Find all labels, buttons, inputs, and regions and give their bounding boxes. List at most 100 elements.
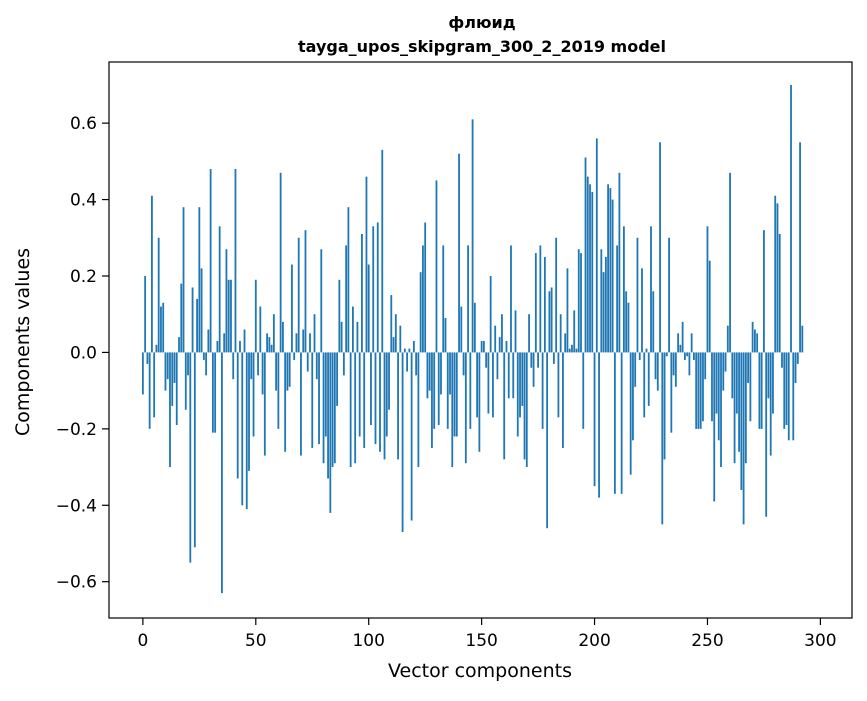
bar xyxy=(634,352,637,387)
bar xyxy=(632,352,634,441)
bar xyxy=(525,352,528,468)
bar xyxy=(284,352,287,452)
bar xyxy=(679,344,682,353)
bar xyxy=(333,352,336,464)
bar xyxy=(272,314,275,353)
bar xyxy=(424,222,427,353)
bar xyxy=(361,233,363,353)
bar xyxy=(753,329,756,353)
bar xyxy=(399,325,402,353)
bar xyxy=(455,352,458,437)
bar xyxy=(352,306,354,353)
bar xyxy=(394,314,397,353)
bar xyxy=(189,352,192,563)
bar xyxy=(230,279,232,353)
bar xyxy=(480,340,483,353)
bar xyxy=(555,237,558,353)
bar xyxy=(363,352,366,448)
bar xyxy=(767,352,770,399)
bar xyxy=(794,352,797,383)
y-tick-label: 0.2 xyxy=(70,267,97,287)
bar xyxy=(584,157,587,353)
bar xyxy=(489,275,492,353)
bar xyxy=(193,352,196,548)
bar xyxy=(738,352,740,452)
bar xyxy=(726,325,729,353)
bar xyxy=(157,237,160,353)
bar xyxy=(417,352,420,468)
bar xyxy=(600,249,603,353)
bar xyxy=(173,352,176,383)
bar-series xyxy=(141,84,804,594)
bar xyxy=(498,337,501,353)
bar xyxy=(715,352,718,414)
bar xyxy=(507,352,510,399)
bar xyxy=(521,352,524,406)
bar xyxy=(153,352,156,418)
bar xyxy=(476,352,479,418)
x-tick-label: 100 xyxy=(352,631,384,651)
bar xyxy=(440,352,442,395)
bar xyxy=(211,352,214,433)
bar xyxy=(656,352,659,391)
bar xyxy=(202,352,205,361)
bar xyxy=(196,298,198,353)
bar xyxy=(178,337,180,353)
bar xyxy=(141,352,144,395)
bar xyxy=(785,352,788,426)
bar xyxy=(733,352,736,464)
y-tick-label: 0.0 xyxy=(70,343,97,363)
bar xyxy=(358,352,361,437)
bar xyxy=(291,264,293,353)
bar xyxy=(313,314,316,353)
bar xyxy=(532,352,535,387)
bar xyxy=(749,352,752,422)
bar xyxy=(693,352,695,361)
bar xyxy=(428,352,431,391)
bar xyxy=(252,352,255,437)
bar xyxy=(492,352,494,418)
x-tick-label: 50 xyxy=(245,631,267,651)
bar xyxy=(611,199,614,353)
x-tick-label: 300 xyxy=(804,631,836,651)
bar xyxy=(309,333,311,353)
x-tick-label: 150 xyxy=(465,631,497,651)
bar xyxy=(505,340,508,353)
bar xyxy=(370,352,372,426)
bar xyxy=(566,268,569,353)
bar xyxy=(207,329,210,353)
bar xyxy=(392,337,395,353)
bar xyxy=(241,352,244,506)
bar xyxy=(751,321,754,353)
bar xyxy=(790,84,792,353)
bar xyxy=(654,352,657,380)
bar xyxy=(376,222,379,353)
bar xyxy=(403,348,406,353)
y-axis-ticks: −0.6 −0.4 −0.2 0.0 0.2 0.4 0.6 xyxy=(56,114,109,593)
bar xyxy=(735,352,738,414)
bar xyxy=(593,352,596,487)
bar xyxy=(162,302,165,353)
x-axis-label: Vector components xyxy=(388,660,572,682)
y-tick-label: −0.4 xyxy=(56,496,97,516)
bar xyxy=(713,352,716,502)
bar xyxy=(338,279,341,353)
bar xyxy=(191,287,194,353)
bar xyxy=(647,352,650,406)
bar xyxy=(306,352,309,372)
bar xyxy=(146,352,149,364)
bar xyxy=(695,352,698,429)
bar xyxy=(774,195,777,353)
bar xyxy=(550,287,553,353)
bar xyxy=(250,352,253,380)
bar xyxy=(765,352,768,517)
bar xyxy=(187,352,189,376)
bar xyxy=(184,352,187,410)
bar xyxy=(144,275,147,353)
bar xyxy=(410,352,413,521)
bar xyxy=(559,314,562,353)
bar xyxy=(494,325,497,353)
bar xyxy=(166,352,169,380)
bar xyxy=(781,352,783,368)
bar xyxy=(717,352,720,441)
